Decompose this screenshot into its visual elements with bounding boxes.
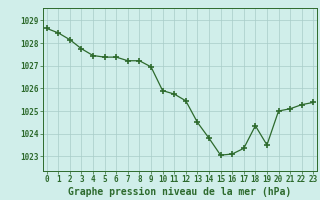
X-axis label: Graphe pression niveau de la mer (hPa): Graphe pression niveau de la mer (hPa) bbox=[68, 187, 292, 197]
